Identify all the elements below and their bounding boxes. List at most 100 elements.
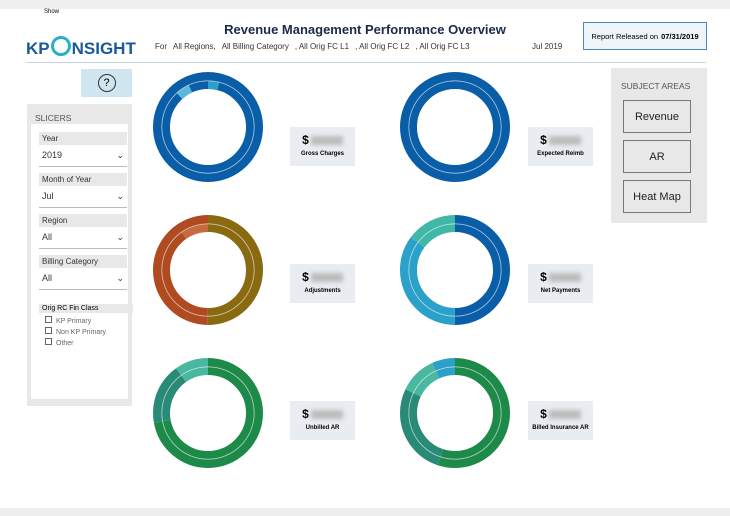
blurred-value bbox=[548, 136, 581, 146]
area-button[interactable]: Revenue bbox=[623, 100, 691, 133]
kpi-value: $ bbox=[290, 407, 355, 421]
currency: $ bbox=[302, 133, 309, 147]
blurred-value bbox=[548, 410, 581, 420]
donut-segment bbox=[409, 81, 501, 173]
release-box: Report Released on 07/31/2019 bbox=[583, 22, 707, 50]
dropdown-value[interactable]: 2019 ⌄ bbox=[39, 145, 127, 167]
donut-segment bbox=[153, 358, 263, 468]
logo-a: KP bbox=[26, 39, 50, 58]
dropdown-label[interactable]: Billing Category bbox=[39, 255, 127, 268]
filter-text: All Regions, bbox=[173, 42, 216, 51]
donut-segment bbox=[153, 72, 263, 182]
currency: $ bbox=[540, 407, 547, 421]
dropdown-text[interactable]: All bbox=[42, 232, 53, 242]
dropdown-label[interactable]: Region bbox=[39, 214, 127, 227]
list-title: Orig RC Fin Class bbox=[39, 304, 133, 313]
donut-segment bbox=[400, 358, 510, 468]
menu-show[interactable]: Show bbox=[44, 9, 60, 15]
ring-divider bbox=[161, 223, 255, 317]
list-item: KP Primary bbox=[41, 316, 91, 325]
checkbox bbox=[45, 316, 52, 323]
dropdown[interactable]: Region All ⌄ bbox=[39, 214, 127, 249]
dropdown-label[interactable]: Month of Year bbox=[39, 173, 127, 186]
list-text: Other bbox=[56, 340, 74, 347]
list-text: Non KP Primary bbox=[56, 329, 107, 336]
donut-segment bbox=[162, 81, 254, 173]
donut-segment bbox=[162, 81, 254, 173]
filter-text: All Billing Category bbox=[221, 42, 289, 51]
dropdown-text[interactable]: 2019 bbox=[42, 150, 63, 160]
kpi-label: Expected Reimb bbox=[537, 151, 584, 157]
slicers-title: SLICERS bbox=[35, 113, 72, 123]
dropdown[interactable]: Year 2019 ⌄ bbox=[39, 132, 127, 167]
period: Jul 2019 bbox=[532, 42, 563, 51]
donut-segment bbox=[409, 224, 501, 316]
area-button[interactable]: AR bbox=[623, 140, 691, 173]
area-button[interactable]: Heat Map bbox=[623, 180, 691, 213]
checkbox bbox=[45, 338, 52, 345]
kpi-value: $ bbox=[290, 133, 355, 147]
blurred-value bbox=[548, 273, 581, 283]
dropdown-value[interactable]: All ⌄ bbox=[39, 227, 127, 249]
donut-segment bbox=[153, 358, 263, 468]
title: Revenue Management Performance Overview bbox=[224, 22, 506, 37]
kpi-label: Net Payments bbox=[540, 288, 581, 294]
released-label: Report Released on bbox=[591, 31, 659, 41]
kpi-label: Unbilled AR bbox=[305, 425, 340, 431]
list-text: KP Primary bbox=[56, 318, 92, 325]
currency: $ bbox=[540, 133, 547, 147]
list-item: Non KP Primary bbox=[41, 327, 106, 336]
kpi-value: $ bbox=[528, 407, 593, 421]
kpi-label: Adjustments bbox=[304, 288, 341, 294]
donut-segment bbox=[409, 224, 501, 316]
help-button[interactable]: ? bbox=[81, 69, 132, 97]
subject-title: SUBJECT AREAS bbox=[621, 81, 691, 91]
kpi-card: $ Adjustments bbox=[290, 264, 355, 303]
dropdown-text[interactable]: All bbox=[42, 273, 53, 283]
kpi-card: $ Net Payments bbox=[528, 264, 593, 303]
blurred-value bbox=[310, 136, 343, 146]
donut-segment bbox=[162, 367, 254, 459]
donut-segment bbox=[409, 367, 501, 459]
chevron: ⌄ bbox=[116, 150, 124, 160]
help-icon: ? bbox=[97, 74, 116, 92]
kpi-value: $ bbox=[528, 270, 593, 284]
ring-divider bbox=[161, 80, 255, 174]
dropdown[interactable]: Billing Category All ⌄ bbox=[39, 255, 127, 290]
ring-divider bbox=[408, 80, 502, 174]
filter-text: , All Orig FC L3 bbox=[415, 42, 470, 51]
released-date: 07/31/2019 bbox=[661, 31, 699, 41]
dropdown-label[interactable]: Year bbox=[39, 132, 127, 145]
dropdown-text[interactable]: Jul bbox=[42, 191, 54, 201]
blurred-value bbox=[310, 273, 343, 283]
blurred-value bbox=[310, 410, 343, 420]
kpi-card: $ Expected Reimb bbox=[528, 127, 593, 166]
chevron: ⌄ bbox=[116, 191, 124, 201]
slicers-panel: SLICERS Year 2019 ⌄ Month of Year Jul ⌄ Region… bbox=[27, 104, 133, 406]
donut-segment bbox=[400, 358, 510, 468]
dropdown[interactable]: Month of Year Jul ⌄ bbox=[39, 173, 127, 208]
logo-b: NSIGHT bbox=[71, 39, 136, 58]
ring-divider bbox=[161, 366, 255, 460]
currency: $ bbox=[540, 270, 547, 284]
filter-text: , All Orig FC L1 bbox=[294, 42, 350, 51]
donut-segment bbox=[162, 224, 254, 316]
donut-segment bbox=[400, 72, 510, 182]
donut-segment bbox=[400, 215, 510, 325]
dropdown-value[interactable]: Jul ⌄ bbox=[39, 186, 127, 208]
currency: $ bbox=[302, 270, 309, 284]
kpi-value: $ bbox=[290, 270, 355, 284]
ring-divider bbox=[408, 223, 502, 317]
logo: KP NSIGHT bbox=[26, 36, 136, 59]
dropdown-value[interactable]: All ⌄ bbox=[39, 268, 127, 290]
kpi-card: $ Billed Insurance AR bbox=[528, 401, 593, 440]
kpi-value: $ bbox=[528, 133, 593, 147]
kpi-card: $ Unbilled AR bbox=[290, 401, 355, 440]
currency: $ bbox=[302, 407, 309, 421]
list-item: Other bbox=[41, 338, 74, 347]
subject-areas: SUBJECT AREAS Revenue AR Heat Map bbox=[611, 68, 707, 223]
filter-text: , All Orig FC L2 bbox=[355, 42, 410, 51]
filter-text: For bbox=[155, 42, 167, 51]
